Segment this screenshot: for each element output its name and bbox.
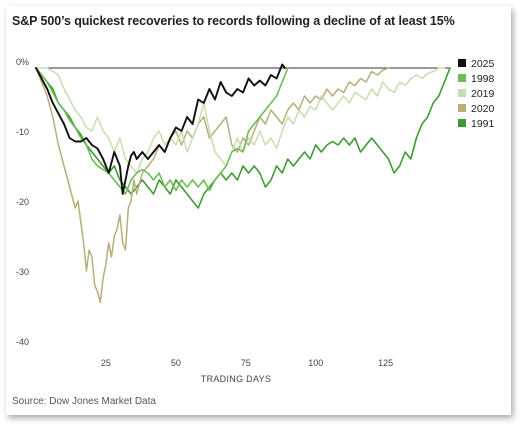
x-tick-label: 75	[241, 358, 251, 368]
series-line-2019	[35, 67, 446, 174]
series-line-1991	[35, 67, 451, 209]
legend-swatch-2020	[458, 104, 466, 112]
legend-label-1998: 1998	[471, 73, 495, 85]
x-tick-label: 25	[101, 358, 111, 368]
legend-label-1991: 1991	[471, 118, 495, 130]
y-tick-label: -10	[16, 127, 29, 137]
line-chart: 0% -10 -20 -30 -40 25 50 75 100 125 TRADING DAYS 20…	[16, 57, 495, 384]
x-tick-label: 100	[308, 358, 323, 368]
legend-swatch-2019	[458, 89, 466, 97]
x-tick-label: 50	[171, 358, 181, 368]
y-tick-label: -20	[16, 197, 29, 207]
y-tick-label: -30	[16, 267, 29, 277]
chart-card: S&P 500’s quickest recoveries to records…	[6, 6, 511, 415]
legend-swatch-1991	[458, 119, 466, 127]
series-line-2020	[35, 67, 390, 304]
chart-title: S&P 500’s quickest recoveries to records…	[12, 14, 455, 28]
legend-swatch-1998	[458, 74, 466, 82]
legend-label-2020: 2020	[471, 103, 495, 115]
legend-label-2019: 2019	[471, 88, 495, 100]
legend-swatch-2025	[458, 59, 466, 67]
chart-source: Source: Dow Jones Market Data	[12, 396, 156, 407]
series-line-1998	[35, 67, 289, 195]
x-axis-label: TRADING DAYS	[201, 374, 271, 384]
x-tick-label: 125	[378, 358, 393, 368]
y-tick-label: 0%	[16, 57, 29, 67]
legend-label-2025: 2025	[471, 58, 495, 70]
series-line-2025	[35, 63, 286, 195]
y-tick-label: -40	[16, 337, 29, 347]
